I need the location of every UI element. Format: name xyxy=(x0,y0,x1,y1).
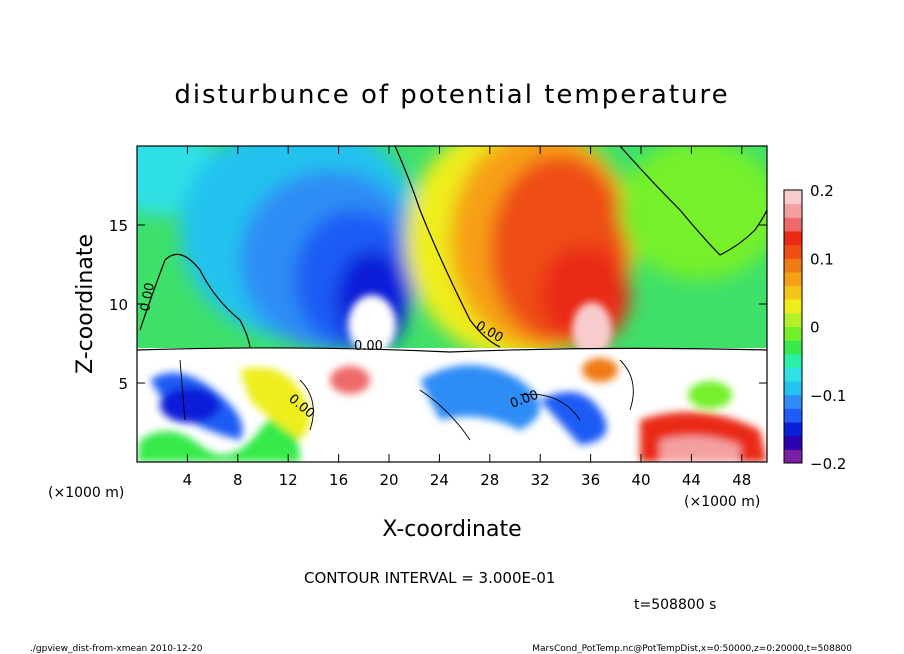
x-tick-label: 12 xyxy=(279,471,298,489)
colorbar-swatch xyxy=(784,367,802,382)
colorbar-frame xyxy=(783,189,803,464)
y-tick-label: 15 xyxy=(109,217,128,235)
x-unit-left: (×1000 m) xyxy=(48,485,124,501)
x-unit-right: (×1000 m) xyxy=(684,494,760,510)
colorbar-swatch xyxy=(784,326,802,341)
x-tick-label: 28 xyxy=(480,471,499,489)
colorbar-swatch xyxy=(784,353,802,368)
y-tick-label: 10 xyxy=(109,296,128,314)
colorbar-swatch xyxy=(784,435,802,450)
colorbar-tick-label: 0.2 xyxy=(810,182,834,200)
x-tick-label: 48 xyxy=(732,471,751,489)
colorbar-swatch xyxy=(784,217,802,232)
x-tick-label: 4 xyxy=(183,471,193,489)
y-tick-label: 5 xyxy=(118,375,128,393)
y-axis-label: Z-coordinate xyxy=(73,234,98,374)
colorbar-tick-label: −0.1 xyxy=(810,387,846,405)
contour-interval: CONTOUR INTERVAL = 3.000E-01 xyxy=(304,569,555,587)
x-tick-label: 20 xyxy=(379,471,398,489)
colorbar-swatch xyxy=(784,190,802,205)
colorbar-tick-label: 0.1 xyxy=(810,250,834,268)
colorbar xyxy=(784,190,802,464)
colorbar-swatch xyxy=(784,230,802,246)
chart-title: disturbunce of potential temperature xyxy=(174,80,729,110)
colorbar-swatch xyxy=(784,285,802,300)
colorbar-swatch xyxy=(784,203,802,218)
heatmap-field xyxy=(137,146,767,462)
y-axis: 5 10 15 xyxy=(109,217,767,393)
colorbar-swatch xyxy=(784,299,802,314)
colorbar-swatch xyxy=(784,258,802,273)
x-axis-label: X-coordinate xyxy=(382,517,521,542)
colorbar-swatch xyxy=(784,381,802,396)
colorbar-swatch xyxy=(784,340,802,355)
x-tick-label: 24 xyxy=(430,471,449,489)
contour-label: 0.00 xyxy=(138,282,158,313)
x-axis: 4 8 12 16 20 24 28 32 36 40 44 48 xyxy=(183,146,751,489)
colorbar-swatch xyxy=(784,422,802,437)
x-tick-label: 40 xyxy=(631,471,650,489)
colorbar-swatch xyxy=(784,271,802,287)
contour-label: 0.00 xyxy=(354,339,383,354)
colorbar-swatch xyxy=(784,394,802,409)
colorbar-ticks: 0.2 0.1 0 −0.1 −0.2 xyxy=(810,182,846,473)
time-annotation: t=508800 s xyxy=(634,597,716,613)
footer-left: ./gpview_dist-from-xmean 2010-12-20 xyxy=(30,644,203,654)
x-tick-label: 36 xyxy=(581,471,600,489)
colorbar-swatch xyxy=(784,408,802,423)
colorbar-swatch xyxy=(784,244,802,259)
x-tick-label: 16 xyxy=(329,471,348,489)
colorbar-tick-label: −0.2 xyxy=(810,455,846,473)
x-tick-label: 32 xyxy=(531,471,550,489)
x-tick-label: 44 xyxy=(682,471,701,489)
colorbar-swatch xyxy=(784,449,802,464)
x-tick-label: 8 xyxy=(233,471,243,489)
colorbar-swatch xyxy=(784,312,802,327)
colorbar-tick-label: 0 xyxy=(810,319,820,337)
footer-right: MarsCond_PotTemp.nc@PotTempDist,x=0:5000… xyxy=(532,644,852,654)
